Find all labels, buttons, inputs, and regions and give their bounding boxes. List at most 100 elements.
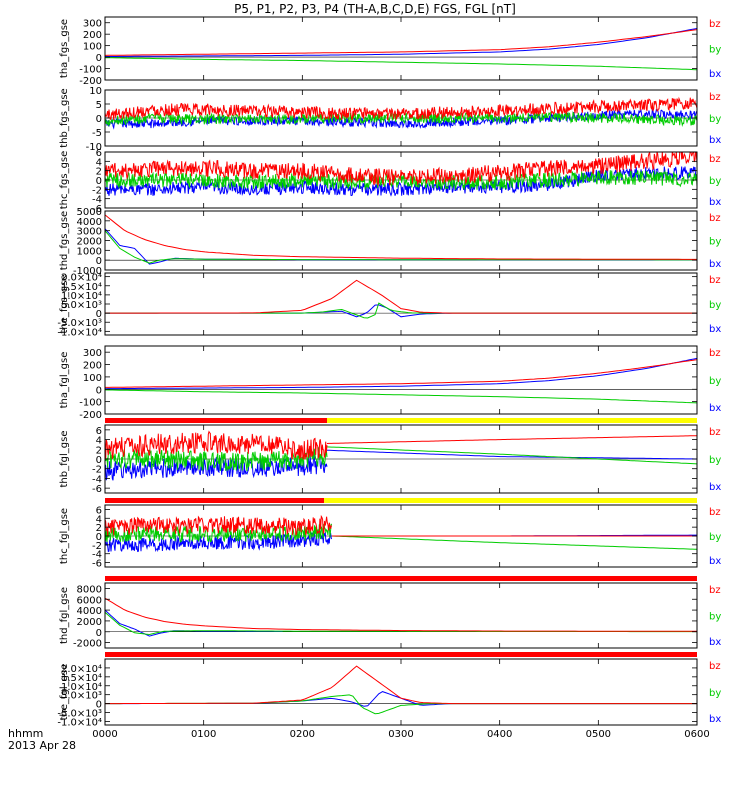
y-tick-label: 2.0×10⁴ — [61, 273, 102, 284]
y-tick-label: 200 — [83, 30, 102, 41]
y-tick-label: 2 — [96, 523, 102, 534]
y-axis-label: thd_fgl_gse — [59, 587, 70, 644]
y-tick-label: 4 — [96, 157, 102, 168]
x-tick-label: 0600 — [684, 729, 709, 740]
y-tick-label: 300 — [83, 19, 102, 30]
y-tick-label: 8000 — [77, 584, 102, 595]
y-tick-label: -6 — [92, 559, 102, 570]
legend-by: by — [709, 688, 721, 699]
series-bx-line — [105, 166, 697, 197]
legend-bz: bz — [709, 275, 721, 286]
series-bx-line — [105, 530, 333, 553]
legend-bx: bx — [709, 482, 721, 493]
series-group — [105, 514, 697, 553]
x-tick-label: 0100 — [191, 729, 216, 740]
series-bx-line — [105, 304, 697, 318]
series-bz-line — [326, 435, 697, 444]
panel-the_fgs_gse: 2.0×10⁴1.5×10⁴1.0×10⁴5.0×10³0-5.0×10³-1.… — [57, 272, 721, 338]
legend-bx: bx — [709, 637, 721, 648]
y-axis-label: the_fgs_gse — [59, 274, 70, 333]
legend-bx: bx — [709, 324, 721, 335]
legend-by: by — [709, 532, 721, 543]
y-tick-label: 4000 — [77, 217, 102, 228]
series-bx-line — [327, 449, 697, 460]
status-bar-segment — [105, 418, 327, 423]
series-bz-line — [105, 430, 328, 460]
y-tick-label: 5 — [96, 100, 102, 111]
y-tick-label: 6 — [96, 505, 102, 516]
y-tick-label: -6 — [92, 484, 102, 495]
y-tick-label: -2 — [92, 465, 102, 476]
y-tick-label: 5000 — [77, 207, 102, 218]
legend-bx: bx — [709, 556, 721, 567]
legend-bz: bz — [709, 19, 721, 30]
panel-the_fgl_gse: 2.0×10⁴1.5×10⁴1.0×10⁴5.0×10³0-5.0×10³-1.… — [57, 652, 721, 728]
y-tick-label: 2000 — [77, 237, 102, 248]
series-bz-line — [105, 279, 697, 314]
y-tick-label: 1000 — [77, 246, 102, 257]
y-tick-label: 0 — [96, 532, 102, 543]
y-tick-label: 2000 — [77, 617, 102, 628]
series-bz-line — [105, 514, 332, 536]
x-tick-label: 0000 — [92, 729, 117, 740]
y-axis-label: thc_fgs_gse — [59, 151, 70, 210]
series-by-line — [105, 111, 697, 128]
legend-bx: bx — [709, 403, 721, 414]
legend-by: by — [709, 612, 721, 623]
y-tick-label: -2 — [92, 541, 102, 552]
status-bar-segment — [105, 576, 697, 581]
y-tick-label: 2.0×10⁴ — [61, 664, 102, 675]
panel-frame — [104, 16, 698, 81]
y-tick-label: 0 — [96, 53, 102, 64]
y-tick-label: -200 — [79, 410, 102, 421]
y-tick-label: 3000 — [77, 227, 102, 238]
y-tick-label: 0 — [96, 628, 102, 639]
y-tick-label: -4 — [92, 474, 102, 485]
legend-bx: bx — [709, 259, 721, 270]
date-label: 2013 Apr 28 — [8, 739, 77, 752]
y-tick-label: -1.0×10⁴ — [57, 717, 102, 728]
y-tick-label: 0 — [96, 385, 102, 396]
status-bar-segment — [105, 498, 325, 503]
panel-frame — [104, 345, 698, 415]
series-group — [105, 214, 697, 265]
series-bz-line — [105, 96, 697, 121]
legend-by: by — [709, 114, 721, 125]
y-tick-label: 0 — [96, 114, 102, 125]
x-tick-label: 0200 — [290, 729, 315, 740]
series-bz-line — [105, 152, 697, 187]
y-tick-label: 4000 — [77, 606, 102, 617]
y-tick-label: 1.0×10⁴ — [61, 291, 102, 302]
y-tick-label: 0 — [96, 176, 102, 187]
y-tick-label: 0 — [96, 700, 102, 711]
y-tick-label: 1.5×10⁴ — [61, 282, 102, 293]
y-tick-label: -2 — [92, 185, 102, 196]
x-tick-label: 0300 — [388, 729, 413, 740]
panel-thb_fgs_gse: 10 5 0 -5 -10 thb_fgs_gse bz by bx — [59, 86, 721, 153]
chart-title: P5, P1, P2, P3, P4 (TH-A,B,C,D,E) FGS, F… — [234, 2, 516, 16]
y-tick-label: 1.5×10⁴ — [61, 673, 102, 684]
series-bz-line — [105, 359, 697, 388]
legend-by: by — [709, 237, 721, 248]
series-by-line — [105, 389, 697, 404]
time-axis-label: hhmm — [8, 727, 44, 740]
y-tick-label: 5.0×10³ — [61, 691, 102, 702]
y-tick-label: 0 — [96, 256, 102, 267]
legend-bz: bz — [709, 348, 721, 359]
y-tick-label: 6 — [96, 426, 102, 437]
y-tick-label: -6 — [92, 204, 102, 215]
legend-bx: bx — [709, 69, 721, 80]
y-tick-label: 2 — [96, 445, 102, 456]
status-bar-segment — [105, 652, 697, 657]
series-group — [105, 152, 697, 197]
series-by-line — [326, 446, 697, 465]
y-axis-label: thb_fgl_gse — [59, 431, 70, 488]
series-bx-line — [105, 357, 697, 390]
series-bz-line — [105, 29, 697, 56]
y-tick-label: 1.0×10⁴ — [61, 682, 102, 693]
